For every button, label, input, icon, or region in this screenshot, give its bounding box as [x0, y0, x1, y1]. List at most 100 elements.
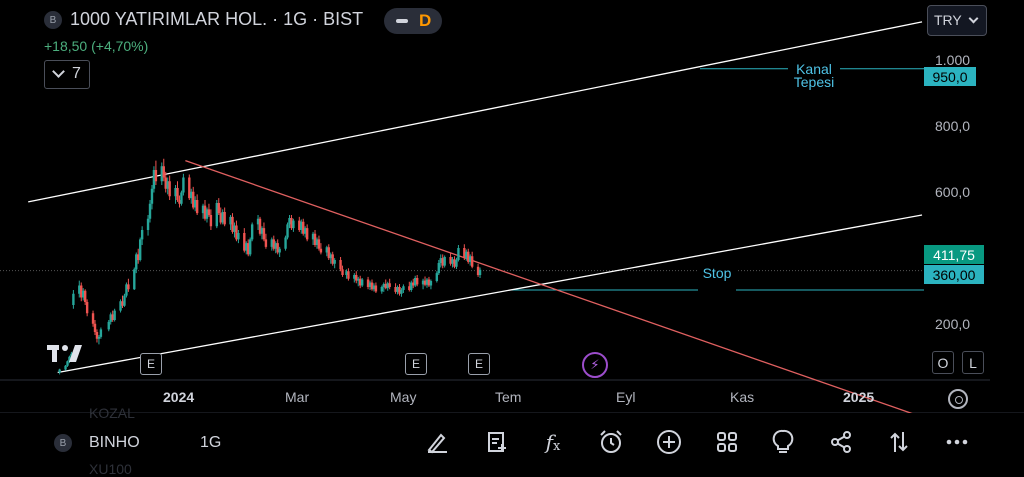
candle [83, 289, 87, 305]
candle-body [91, 313, 95, 324]
candle-body [166, 181, 169, 189]
candle-body [465, 251, 468, 259]
candle-body [274, 243, 277, 249]
candle-body [388, 283, 391, 287]
stop-annotation[interactable]: Stop [698, 265, 736, 282]
candle-body [160, 166, 163, 182]
watchlist-ghost-item: XU100 [89, 461, 132, 477]
candle [435, 271, 439, 283]
candle [398, 284, 401, 296]
candle-body [99, 329, 103, 337]
settings-gear-icon[interactable] [948, 389, 968, 409]
candle [355, 271, 358, 284]
candle [85, 299, 89, 317]
share-icon[interactable] [826, 427, 856, 457]
channel-top-price-tag[interactable]: 950,0 [924, 67, 976, 86]
earnings-event-marker[interactable]: E [140, 353, 162, 375]
candle [166, 177, 169, 195]
candle-body [345, 271, 348, 275]
time-axis-label: 2025 [843, 389, 875, 405]
time-axis-label: Mar [285, 389, 310, 405]
candle [123, 293, 126, 307]
candle [298, 216, 301, 232]
candle-body [412, 282, 415, 286]
candle-body [355, 275, 358, 281]
candle [178, 195, 181, 208]
candle [127, 278, 130, 292]
channel-top-annotation[interactable]: Kanal Tepesi [788, 62, 840, 89]
candle [384, 279, 387, 290]
candle [284, 235, 287, 251]
candle [262, 222, 266, 242]
candle [192, 186, 195, 210]
time-axis-label: 2024 [163, 389, 195, 405]
candle [455, 257, 458, 269]
candle [278, 246, 281, 257]
candle [425, 278, 429, 288]
candle-body [152, 170, 156, 189]
compare-icon[interactable] [884, 427, 914, 457]
market-status-pill[interactable]: D [384, 8, 442, 34]
flash-event-icon[interactable]: ⚡ [582, 352, 608, 378]
candle-body [229, 216, 232, 225]
candle-body [469, 256, 472, 262]
candle-body [341, 269, 344, 275]
candle-body [453, 259, 456, 267]
symbol-title[interactable]: 1000 YATIRIMLAR HOL. · 1G · BIST [70, 9, 364, 29]
candle [345, 269, 348, 279]
candle [402, 284, 405, 293]
candle [353, 273, 356, 283]
candle [235, 220, 238, 242]
current-price-tag: 411,75 [924, 245, 984, 264]
grid-icon[interactable] [712, 427, 742, 457]
candle [408, 281, 411, 292]
alarm-icon[interactable] [596, 427, 626, 457]
candle [140, 226, 144, 245]
candle [217, 198, 220, 215]
brush-icon[interactable] [422, 427, 452, 457]
earnings-event-marker[interactable]: E [468, 353, 490, 375]
candle-body [260, 228, 264, 234]
candle-body [146, 218, 150, 230]
indicators-toggle-button[interactable]: 7 [44, 60, 90, 89]
candle-body [219, 213, 222, 223]
time-axis-label: May [390, 389, 417, 405]
candle-body [180, 192, 183, 204]
candle-body [221, 212, 224, 223]
currency-select[interactable]: TRY [927, 5, 987, 36]
candle [478, 267, 482, 278]
timeframe-button[interactable]: 1G [200, 434, 222, 451]
candle [443, 255, 446, 268]
bottom-symbol-button[interactable]: BINHO [89, 434, 140, 451]
candle-body [347, 271, 350, 279]
candle-body [138, 239, 142, 260]
candle [374, 282, 378, 293]
candle [203, 200, 207, 221]
channel-lower-line [57, 214, 923, 374]
stop-price-tag[interactable]: 360,00 [924, 265, 984, 284]
plus-circle-icon[interactable] [654, 427, 684, 457]
candle-body [154, 170, 158, 182]
log-scale-button[interactable]: L [962, 351, 984, 374]
add-note-icon[interactable] [482, 427, 512, 457]
candle-body [425, 279, 429, 285]
candle [476, 263, 480, 277]
more-icon[interactable] [942, 427, 972, 457]
candle-body [237, 233, 240, 240]
candle-body [164, 177, 167, 189]
candle [231, 213, 234, 234]
lightbulb-icon[interactable] [768, 427, 798, 457]
candle-body [72, 293, 75, 305]
candle-body [195, 200, 199, 214]
orders-button[interactable]: O [932, 351, 954, 374]
candle-body [360, 279, 364, 286]
candle-body [304, 228, 307, 234]
candle-body [272, 239, 275, 249]
candle-body [311, 233, 315, 240]
candle [250, 222, 254, 242]
earnings-event-marker[interactable]: E [405, 353, 427, 375]
candle-body [398, 287, 401, 294]
candle [339, 257, 342, 272]
